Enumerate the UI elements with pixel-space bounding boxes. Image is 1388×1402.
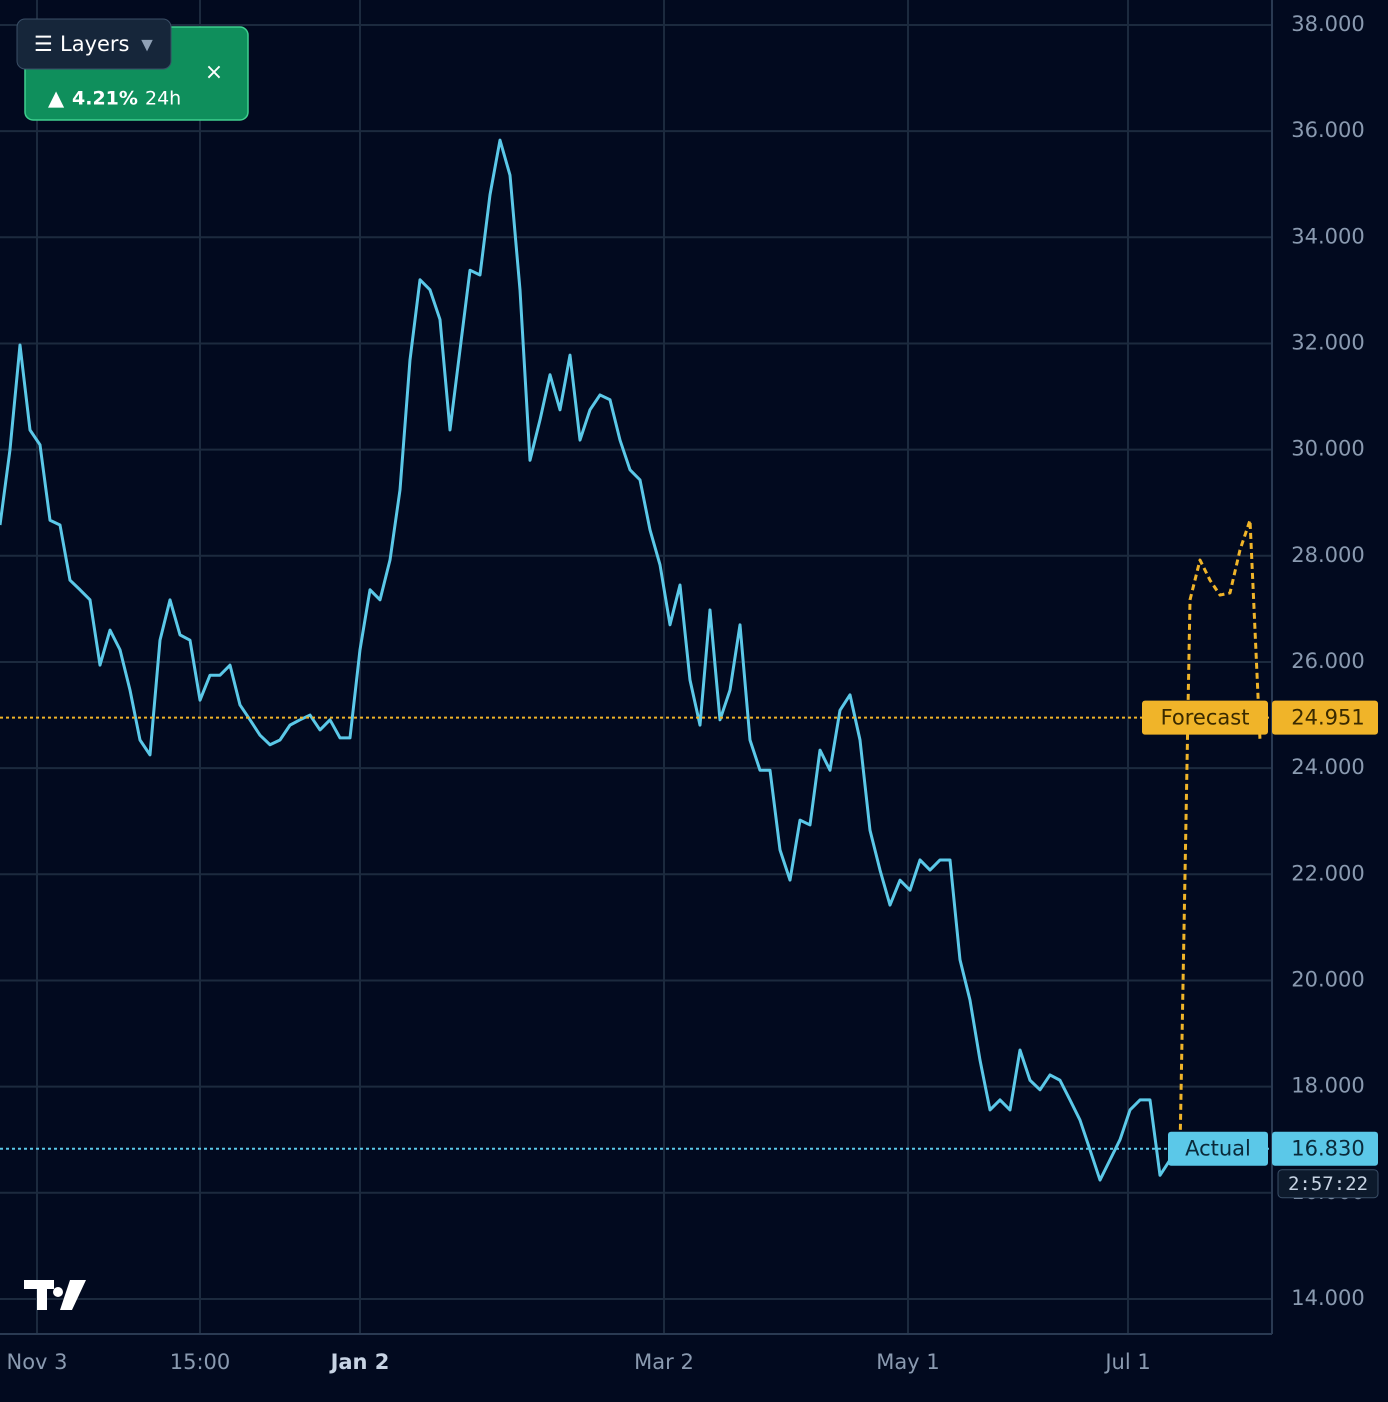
- button-box: [16, 18, 172, 70]
- change: 4.21%: [72, 88, 138, 110]
- dropdown-arrow: ▼: [141, 36, 153, 54]
- price-value: 16.830: [1291, 1137, 1364, 1161]
- y-tick-label: 38.000: [1291, 12, 1364, 36]
- price-name-box: [1168, 1131, 1268, 1166]
- price-name-box: [1142, 700, 1268, 735]
- logo: [24, 1280, 86, 1310]
- y-tick-label: 26.000: [1291, 649, 1364, 673]
- price-name: Forecast: [1161, 706, 1250, 730]
- y-tick-label: 22.000: [1291, 861, 1364, 885]
- price-value: 24.951: [1291, 706, 1364, 730]
- close[interactable]: ×: [205, 60, 223, 85]
- y-tick-label: 32.000: [1291, 330, 1364, 354]
- x-tick-label: May 1: [876, 1350, 939, 1374]
- price-value-box: [1272, 1131, 1378, 1166]
- x-tick-label: Nov 3: [6, 1350, 67, 1374]
- price-value-box: [1272, 700, 1378, 735]
- countdown: 2:57:22: [1288, 1173, 1368, 1195]
- layers-label: Layers: [60, 32, 130, 56]
- series-line: [1178, 518, 1262, 1150]
- y-tick-label: 34.000: [1291, 224, 1364, 248]
- price-name: Actual: [1185, 1137, 1251, 1161]
- x-tick-label: Jan 2: [329, 1350, 390, 1374]
- layers-button[interactable]: ☰ Layers ▼: [16, 18, 172, 70]
- y-tick-label: 20.000: [1291, 967, 1364, 991]
- plot-area: [0, 0, 1272, 1334]
- menu-icon: ☰: [34, 32, 53, 56]
- y-tick-label: 36.000: [1291, 118, 1364, 142]
- period: 24h: [145, 88, 181, 110]
- x-tick-label: Mar 2: [634, 1350, 694, 1374]
- y-tick-label: 28.000: [1291, 543, 1364, 567]
- up-arrow: ▲: [48, 86, 65, 110]
- countdown-box: [1277, 1169, 1379, 1199]
- y-tick-label: 14.000: [1291, 1286, 1364, 1310]
- y-tick-label: 30.000: [1291, 437, 1364, 461]
- y-tick-label: 18.000: [1291, 1074, 1364, 1098]
- series-line: [0, 138, 1182, 1182]
- x-tick-label: Jul 1: [1103, 1350, 1150, 1374]
- x-tick-label: 15:00: [170, 1350, 231, 1374]
- y-tick-label: 24.000: [1291, 755, 1364, 779]
